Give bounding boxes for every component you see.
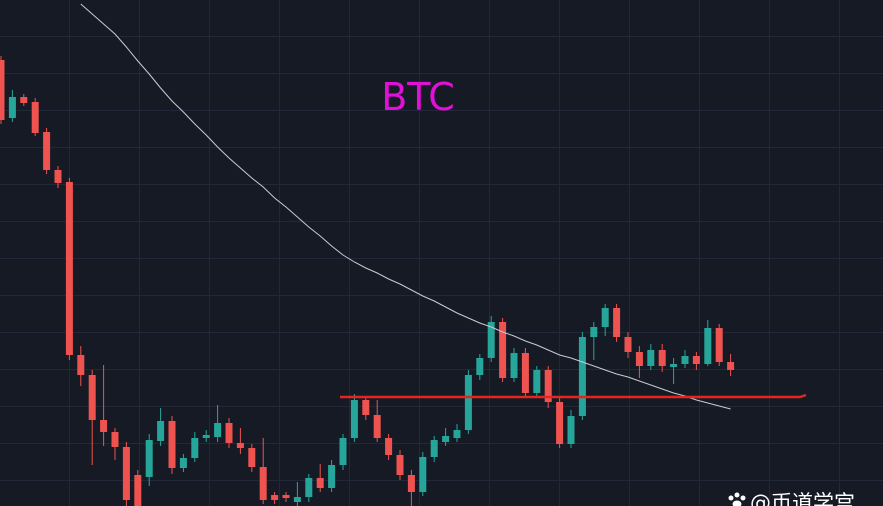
candle-body xyxy=(157,421,165,441)
plot xyxy=(0,3,807,506)
candle-body xyxy=(533,370,541,393)
candle-body xyxy=(77,355,85,375)
candle-body xyxy=(100,420,108,432)
candle-body xyxy=(727,362,735,370)
support-line xyxy=(340,393,807,399)
candle-body xyxy=(134,475,142,506)
candle-body xyxy=(487,322,495,358)
candle-body xyxy=(453,430,461,438)
candle-body xyxy=(385,438,393,455)
candle-body xyxy=(202,435,210,438)
candle-body xyxy=(624,337,632,352)
candle-body xyxy=(282,495,290,498)
candle-body xyxy=(122,447,130,500)
candle-body xyxy=(54,170,62,183)
candle-body xyxy=(179,458,187,468)
candle-body xyxy=(8,97,16,118)
candle-body xyxy=(0,60,5,120)
candle-body xyxy=(430,440,438,457)
candle-body xyxy=(214,423,222,437)
candle-body xyxy=(407,475,415,492)
candle-body xyxy=(715,328,723,362)
candle-body xyxy=(65,182,73,355)
candle-body xyxy=(225,423,233,443)
candle-body xyxy=(373,415,381,438)
candle-body xyxy=(396,455,404,475)
candle-body xyxy=(464,375,472,430)
candle-body xyxy=(259,467,267,500)
candle-body xyxy=(442,436,450,442)
candle-body xyxy=(635,352,643,366)
candle-body xyxy=(476,358,484,375)
candle-body xyxy=(88,375,96,420)
candle-body xyxy=(601,308,609,327)
candle-body xyxy=(236,443,244,448)
candle-body xyxy=(590,327,598,337)
candle-body xyxy=(670,364,678,367)
candle-body xyxy=(681,356,689,364)
candle-body xyxy=(613,308,621,337)
candle-body xyxy=(419,457,427,492)
moving-average xyxy=(80,3,731,410)
candle-body xyxy=(271,495,279,500)
candle-body xyxy=(704,328,712,364)
candle-body xyxy=(31,102,39,133)
candle-body xyxy=(647,350,655,366)
candle-body xyxy=(658,350,666,366)
candle-body xyxy=(293,497,301,502)
candle-body xyxy=(328,465,336,488)
candle-body xyxy=(111,432,119,447)
candle-body xyxy=(145,440,153,477)
watermark: @币道学宫 xyxy=(750,491,855,506)
candle-body xyxy=(578,337,586,416)
candle-body xyxy=(544,370,552,402)
candle-body xyxy=(339,438,347,465)
candle-body xyxy=(521,353,529,393)
candle-body xyxy=(362,400,370,415)
candle-body xyxy=(305,478,313,497)
candle-body xyxy=(43,132,51,170)
candle-body xyxy=(168,421,176,468)
watermark-icon xyxy=(728,492,746,506)
candle-body xyxy=(556,402,564,444)
candle-body xyxy=(350,400,358,438)
chart-title: BTC xyxy=(381,75,455,119)
candle-body xyxy=(510,353,518,378)
candle-body xyxy=(692,356,700,364)
candle-body xyxy=(191,438,199,458)
candle-body xyxy=(20,97,28,103)
candle-body xyxy=(567,416,575,444)
candle-body xyxy=(499,322,507,378)
candle-body xyxy=(316,478,324,488)
candle-body xyxy=(248,448,256,467)
